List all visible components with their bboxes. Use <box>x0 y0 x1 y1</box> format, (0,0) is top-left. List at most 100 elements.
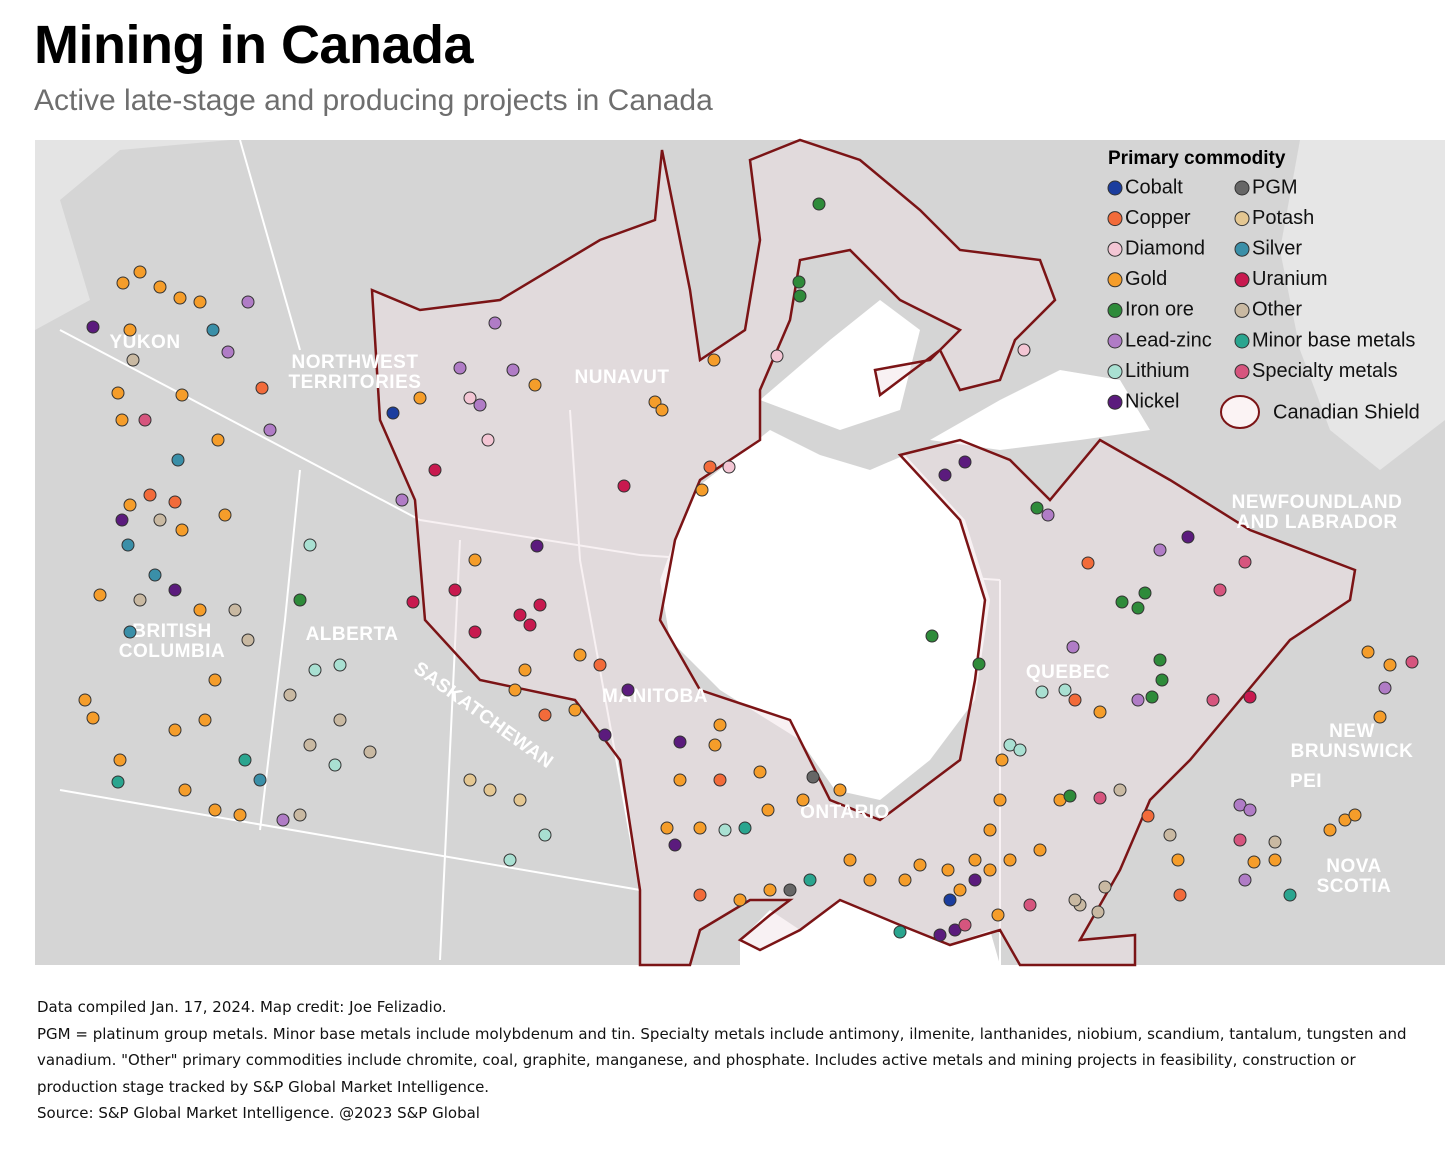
project-dot <box>116 276 130 290</box>
project-dot <box>293 808 307 822</box>
region-label-line: AND LABRADOR <box>1236 512 1397 533</box>
project-dot <box>1348 808 1362 822</box>
project-dot <box>763 883 777 897</box>
foxe-basin <box>760 300 920 430</box>
borders <box>59 139 1001 965</box>
project-dot <box>530 539 544 553</box>
region-label: QUEBEC <box>1026 662 1110 683</box>
title: Mining in Canada <box>34 15 474 75</box>
legend-swatch <box>1234 180 1250 196</box>
project-dot <box>792 275 806 289</box>
project-dot <box>1063 789 1077 803</box>
region-label-line: BRUNSWICK <box>1291 741 1414 762</box>
project-dot <box>308 663 322 677</box>
project-dot <box>941 863 955 877</box>
project-dot <box>1206 693 1220 707</box>
canadian-shield-outline <box>370 138 1357 967</box>
region-label-line: NUNAVUT <box>575 367 670 388</box>
project-dot <box>806 770 820 784</box>
legend-label: Potash <box>1252 207 1314 229</box>
project-dot <box>533 598 547 612</box>
project-dot <box>208 673 222 687</box>
project-dot <box>863 873 877 887</box>
project-dot <box>1268 853 1282 867</box>
project-dot <box>1373 710 1387 724</box>
legend-label: Other <box>1252 299 1302 321</box>
project-dot <box>713 773 727 787</box>
legend-label: Uranium <box>1252 268 1328 290</box>
note: PGM = platinum group metals. Minor base … <box>37 1024 1407 1096</box>
project-dot <box>463 773 477 787</box>
region-label-line: ALBERTA <box>306 624 399 645</box>
project-dot <box>925 629 939 643</box>
project-dot <box>518 663 532 677</box>
project-dot <box>293 593 307 607</box>
project-dot <box>333 713 347 727</box>
project-dot <box>178 783 192 797</box>
project-dot <box>718 823 732 837</box>
project-dot <box>1233 833 1247 847</box>
project-dot <box>283 688 297 702</box>
project-dot <box>363 745 377 759</box>
hudson-strait <box>930 370 1150 450</box>
project-dot <box>673 735 687 749</box>
project-dot <box>673 773 687 787</box>
ocean <box>35 140 230 330</box>
project-dot <box>1378 681 1392 695</box>
project-dot <box>413 391 427 405</box>
project-dot <box>506 363 520 377</box>
project-dot <box>1091 905 1105 919</box>
project-dot <box>593 658 607 672</box>
project-dot <box>1041 508 1055 522</box>
project-dot <box>1323 823 1337 837</box>
project-dot <box>958 455 972 469</box>
project-dot <box>133 265 147 279</box>
project-dot <box>1243 690 1257 704</box>
project-dot <box>1155 673 1169 687</box>
project-dot <box>508 683 522 697</box>
project-dot <box>1153 653 1167 667</box>
great-lakes <box>740 900 1000 965</box>
project-dot <box>796 793 810 807</box>
project-dot <box>693 888 707 902</box>
project-dot <box>707 353 721 367</box>
project-dot <box>753 765 767 779</box>
project-dot <box>153 280 167 294</box>
project-dot <box>523 618 537 632</box>
project-dot <box>1113 783 1127 797</box>
legend-label: Copper <box>1125 207 1191 229</box>
project-dot <box>770 349 784 363</box>
project-dot <box>463 391 477 405</box>
project-dot <box>168 723 182 737</box>
legend-swatch <box>1234 302 1250 318</box>
project-dot <box>761 803 775 817</box>
project-dot <box>115 513 129 527</box>
project-dot <box>1171 853 1185 867</box>
project-dot <box>1033 843 1047 857</box>
project-dot <box>1013 743 1027 757</box>
project-dot <box>93 588 107 602</box>
project-dot <box>1238 873 1252 887</box>
region-label: NORTHWEST TERRITORIES <box>289 352 422 393</box>
project-dot <box>1098 880 1112 894</box>
project-dot <box>78 693 92 707</box>
project-dot <box>933 928 947 942</box>
project-dot <box>153 513 167 527</box>
project-dot <box>198 713 212 727</box>
project-dot <box>1405 655 1419 669</box>
region-label-line: ONTARIO <box>800 802 890 823</box>
region-label: PEI <box>1290 771 1322 792</box>
project-dot <box>655 403 669 417</box>
legend-label: Gold <box>1125 268 1167 290</box>
project-dot <box>303 538 317 552</box>
legend-swatch <box>1107 241 1123 257</box>
legend-title: Primary commodity <box>1108 148 1286 169</box>
project-dot <box>468 553 482 567</box>
project-dot <box>722 460 736 474</box>
project-dot <box>126 353 140 367</box>
legend-label: Nickel <box>1125 390 1179 412</box>
project-dot <box>86 320 100 334</box>
region-label-line: YUKON <box>109 332 180 353</box>
project-dot <box>1138 586 1152 600</box>
